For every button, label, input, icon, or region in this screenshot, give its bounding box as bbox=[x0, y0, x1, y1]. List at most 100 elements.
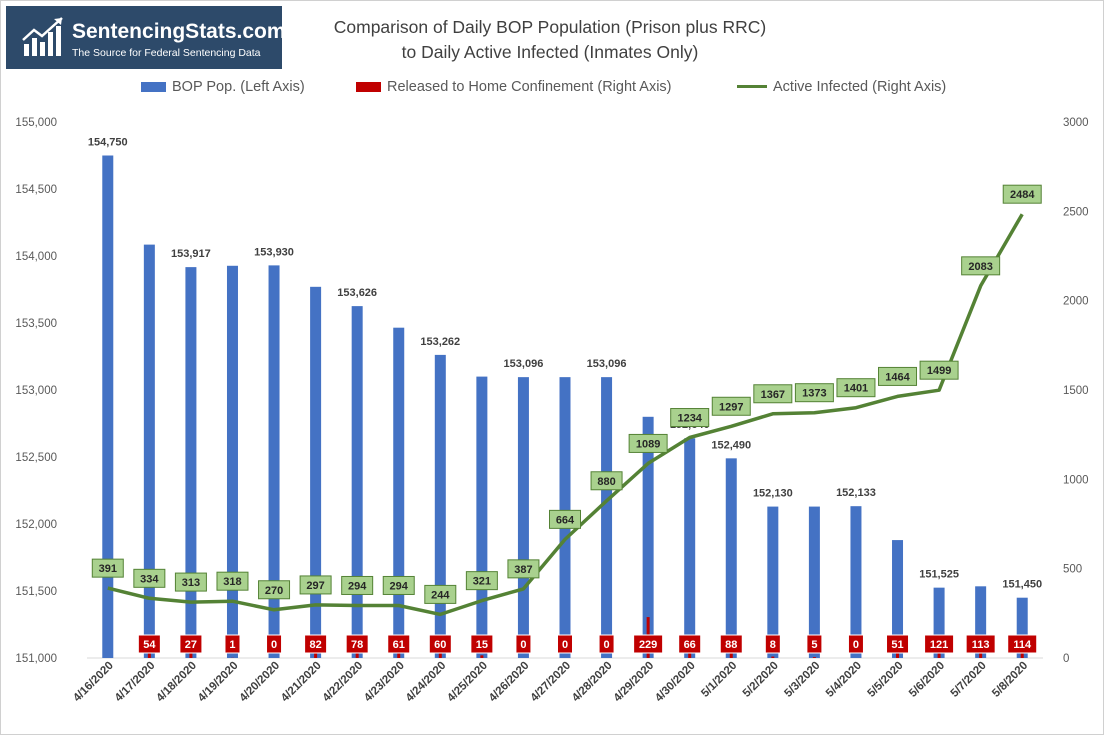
active-infected-label-box bbox=[590, 471, 623, 491]
active-infected-line bbox=[107, 213, 1024, 617]
legend-swatch-blue-bar bbox=[141, 82, 166, 93]
x-axis-category-label: 4/25/2020 bbox=[445, 660, 490, 705]
bop-population-bar bbox=[892, 540, 904, 658]
chart-legend: BOP Pop. (Left Axis) Released to Home Co… bbox=[0, 79, 1104, 101]
left-axis-tick-label: 152,500 bbox=[15, 452, 57, 464]
active-infected-data-label: 294 bbox=[348, 580, 367, 592]
released-data-label: 61 bbox=[393, 639, 405, 651]
legend-item-active-infected: Active Infected (Right Axis) bbox=[737, 79, 946, 95]
active-infected-data-label: 387 bbox=[514, 564, 532, 576]
active-infected-label-box bbox=[91, 558, 124, 578]
left-axis-tick-label: 153,500 bbox=[15, 318, 57, 330]
released-data-label: 0 bbox=[853, 639, 859, 651]
active-infected-label-box bbox=[961, 256, 1001, 276]
active-infected-data-label: 244 bbox=[431, 589, 450, 601]
sentencingstats-logo: SentencingStats.com The Source for Feder… bbox=[6, 6, 286, 69]
released-data-label: 15 bbox=[476, 639, 488, 651]
x-axis-category-label: 5/3/2020 bbox=[782, 660, 822, 700]
active-infected-data-label: 1401 bbox=[844, 383, 868, 395]
bop-population-data-label: 151,450 bbox=[1002, 579, 1042, 591]
x-axis-category-label: 4/26/2020 bbox=[487, 660, 532, 705]
bop-population-bar bbox=[310, 286, 322, 658]
released-label-box bbox=[387, 634, 411, 654]
logo-name: SentencingStats.com bbox=[72, 20, 286, 43]
active-infected-data-label: 1499 bbox=[927, 365, 951, 377]
released-label-box bbox=[1007, 634, 1038, 654]
chart-title-line-1: Comparison of Daily BOP Population (Pris… bbox=[333, 17, 767, 37]
released-label-box bbox=[886, 634, 910, 654]
x-axis-category-label: 5/4/2020 bbox=[824, 660, 864, 700]
bop-population-data-label: 152,490 bbox=[711, 439, 751, 451]
active-infected-label-box bbox=[216, 571, 249, 591]
x-axis-category-label: 5/7/2020 bbox=[949, 660, 989, 700]
bop-population-data-label: 151,525 bbox=[919, 569, 959, 581]
x-axis-category-label: 4/19/2020 bbox=[196, 660, 241, 705]
active-infected-label-box bbox=[836, 378, 876, 398]
x-axis-category-label: 4/24/2020 bbox=[404, 660, 449, 705]
released-data-label: 114 bbox=[1013, 639, 1032, 651]
released-label-box bbox=[965, 634, 996, 654]
x-axis-category-label: 4/20/2020 bbox=[237, 660, 282, 705]
legend-swatch-red-bar bbox=[356, 82, 381, 93]
legend-item-released: Released to Home Confinement (Right Axis… bbox=[356, 79, 672, 95]
released-label-box bbox=[557, 634, 573, 654]
released-label-box bbox=[633, 634, 664, 654]
released-home-confinement-bar bbox=[189, 653, 193, 658]
legend-swatch-green-line bbox=[737, 84, 767, 88]
released-label-box bbox=[515, 634, 532, 654]
released-label-box bbox=[345, 634, 369, 654]
active-infected-label-box bbox=[258, 580, 291, 600]
bop-population-bar bbox=[143, 244, 155, 659]
right-axis-tick-label: 1000 bbox=[1063, 474, 1089, 486]
bop-population-bar bbox=[684, 438, 696, 658]
active-infected-data-label: 2484 bbox=[1010, 189, 1035, 201]
bop-population-bar bbox=[808, 506, 820, 658]
x-axis-category-label: 4/23/2020 bbox=[362, 660, 407, 705]
right-axis-tick-label: 2000 bbox=[1063, 296, 1089, 308]
active-infected-label-box bbox=[174, 572, 207, 592]
bop-population-data-label: 153,917 bbox=[171, 248, 211, 260]
active-infected-label-box bbox=[670, 408, 710, 428]
x-axis-category-label: 4/22/2020 bbox=[321, 660, 366, 705]
bop-population-data-label: 154,750 bbox=[88, 137, 128, 149]
released-data-label: 0 bbox=[562, 639, 568, 651]
bop-population-bar bbox=[933, 587, 945, 658]
bop-population-bar bbox=[601, 377, 613, 658]
released-data-label: 1 bbox=[229, 639, 235, 651]
released-data-label: 0 bbox=[271, 639, 277, 651]
active-infected-data-label: 1464 bbox=[885, 371, 910, 383]
active-infected-label-box bbox=[341, 575, 374, 595]
released-home-confinement-bar bbox=[812, 657, 816, 658]
bop-population-data-label: 153,096 bbox=[587, 358, 627, 370]
active-infected-label-box bbox=[878, 366, 918, 386]
active-infected-label-box bbox=[919, 360, 959, 380]
released-label-box bbox=[137, 634, 161, 654]
right-axis-tick-label: 0 bbox=[1063, 653, 1069, 665]
active-infected-label-box bbox=[753, 384, 793, 404]
x-axis-category-label: 4/16/2020 bbox=[71, 660, 116, 705]
active-infected-label-box bbox=[549, 509, 581, 529]
right-axis-tick-label: 3000 bbox=[1063, 117, 1089, 129]
released-home-confinement-bar bbox=[771, 656, 775, 658]
active-infected-label-box bbox=[299, 575, 332, 595]
released-label-box bbox=[179, 634, 203, 654]
bop-population-data-label: 152,130 bbox=[753, 488, 793, 500]
x-axis-category-label: 4/30/2020 bbox=[653, 660, 698, 705]
active-infected-label-box bbox=[133, 568, 166, 588]
released-home-confinement-bar bbox=[480, 655, 484, 658]
released-data-label: 78 bbox=[351, 639, 363, 651]
bop-population-bar bbox=[268, 265, 280, 658]
x-axis-category-label: 5/8/2020 bbox=[990, 660, 1030, 700]
bop-population-bar bbox=[850, 506, 862, 658]
released-label-box bbox=[266, 634, 283, 654]
bop-population-bar bbox=[476, 376, 488, 658]
right-axis-tick-label: 2500 bbox=[1063, 206, 1089, 218]
bop-population-bar bbox=[351, 306, 363, 658]
bop-population-data-label: 152,133 bbox=[836, 487, 876, 499]
bop-population-bar bbox=[226, 265, 238, 658]
active-infected-data-label: 1367 bbox=[761, 389, 785, 401]
x-axis-category-label: 5/2/2020 bbox=[741, 660, 781, 700]
x-axis-category-label: 4/27/2020 bbox=[528, 660, 573, 705]
active-infected-label-box bbox=[628, 433, 668, 453]
x-axis-category-label: 4/21/2020 bbox=[279, 660, 324, 705]
